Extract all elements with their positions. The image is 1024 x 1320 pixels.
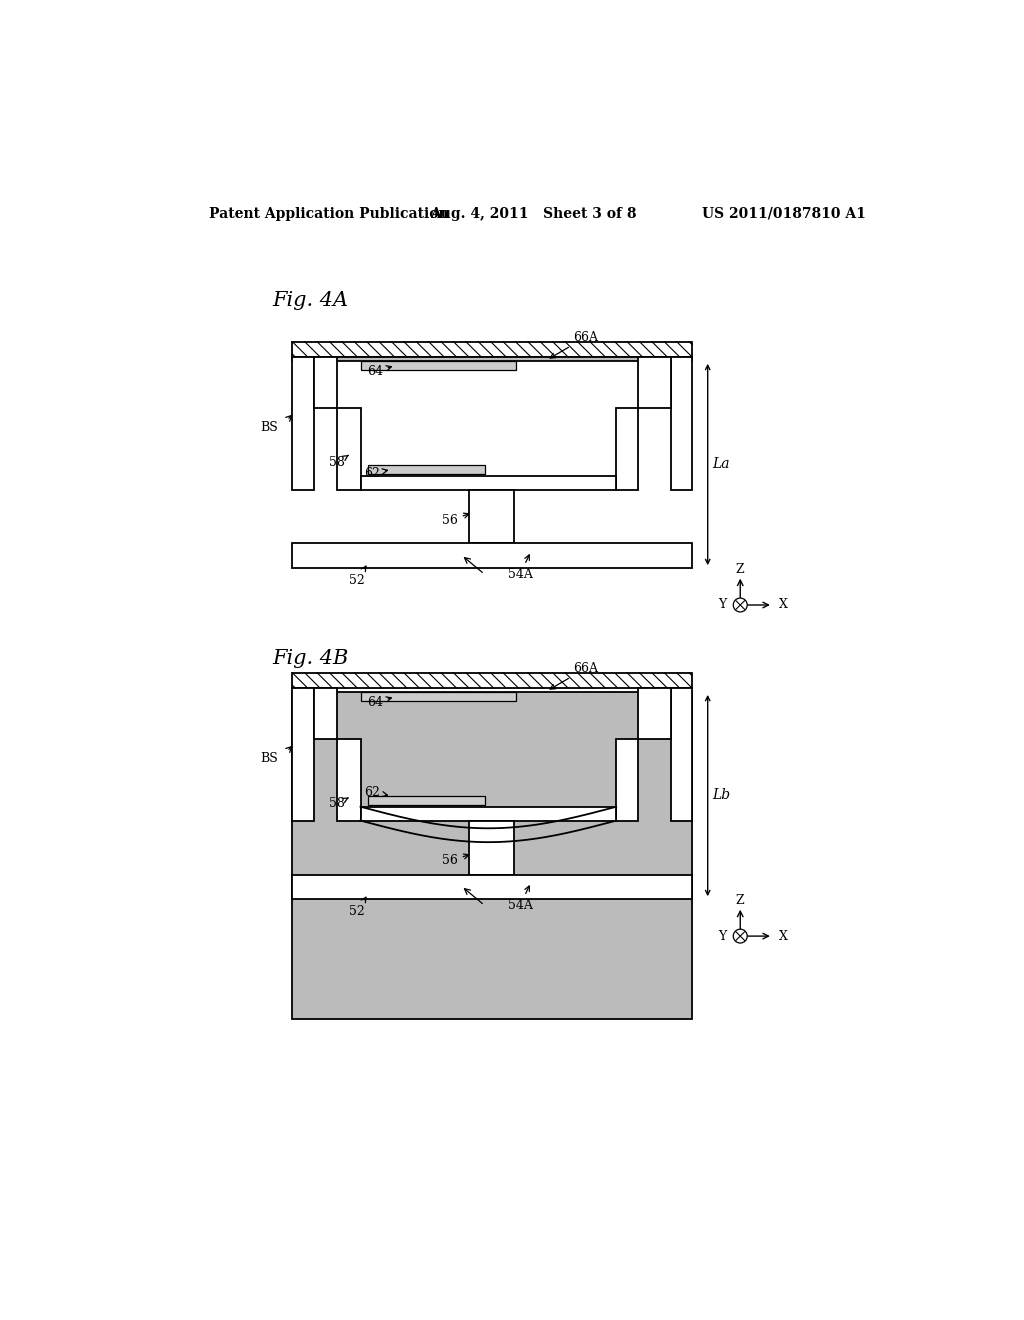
Text: 62: 62 xyxy=(365,785,387,799)
Text: X: X xyxy=(779,598,787,611)
Text: Aug. 4, 2011   Sheet 3 of 8: Aug. 4, 2011 Sheet 3 of 8 xyxy=(430,207,637,220)
Polygon shape xyxy=(671,358,692,490)
Polygon shape xyxy=(369,796,484,805)
Polygon shape xyxy=(671,688,692,821)
Text: Z: Z xyxy=(736,894,744,907)
Polygon shape xyxy=(360,807,616,821)
Text: 58: 58 xyxy=(330,455,348,469)
Polygon shape xyxy=(469,490,514,544)
Text: 52: 52 xyxy=(349,898,366,917)
Polygon shape xyxy=(292,544,692,568)
Text: 66A: 66A xyxy=(550,661,599,689)
Text: US 2011/0187810 A1: US 2011/0187810 A1 xyxy=(701,207,865,220)
Polygon shape xyxy=(314,688,337,739)
Polygon shape xyxy=(638,688,671,739)
Text: 64: 64 xyxy=(367,366,391,379)
Text: 58: 58 xyxy=(330,797,348,810)
Text: 62: 62 xyxy=(365,467,387,480)
Text: 54A: 54A xyxy=(508,554,532,581)
Text: 66A: 66A xyxy=(550,330,599,358)
Text: 64: 64 xyxy=(367,696,391,709)
Polygon shape xyxy=(292,875,692,899)
Text: 52: 52 xyxy=(349,566,366,587)
Text: 54A: 54A xyxy=(508,886,532,912)
Polygon shape xyxy=(314,358,337,408)
Bar xyxy=(292,342,692,358)
Polygon shape xyxy=(292,358,314,490)
Polygon shape xyxy=(638,358,671,408)
Text: 56: 56 xyxy=(442,513,469,527)
Text: Y: Y xyxy=(718,929,726,942)
Polygon shape xyxy=(337,739,360,821)
Bar xyxy=(292,358,692,360)
Polygon shape xyxy=(616,739,638,821)
Text: Fig. 4B: Fig. 4B xyxy=(272,649,348,668)
Polygon shape xyxy=(616,408,638,490)
Polygon shape xyxy=(360,360,515,370)
Polygon shape xyxy=(469,821,514,875)
Polygon shape xyxy=(360,692,515,701)
Circle shape xyxy=(733,929,748,942)
Text: BS: BS xyxy=(260,421,278,434)
Text: La: La xyxy=(713,457,730,471)
Circle shape xyxy=(733,598,748,612)
Text: 56: 56 xyxy=(442,854,469,867)
Polygon shape xyxy=(337,408,360,490)
Text: Patent Application Publication: Patent Application Publication xyxy=(209,207,449,220)
Polygon shape xyxy=(369,465,484,474)
Bar xyxy=(292,692,692,1019)
Polygon shape xyxy=(292,688,314,821)
Text: Lb: Lb xyxy=(713,788,730,803)
Text: BS: BS xyxy=(260,752,278,766)
Polygon shape xyxy=(360,475,616,490)
Text: Z: Z xyxy=(736,564,744,576)
Text: Fig. 4A: Fig. 4A xyxy=(272,292,348,310)
Bar xyxy=(292,673,692,688)
Text: X: X xyxy=(779,929,787,942)
Text: Y: Y xyxy=(718,598,726,611)
